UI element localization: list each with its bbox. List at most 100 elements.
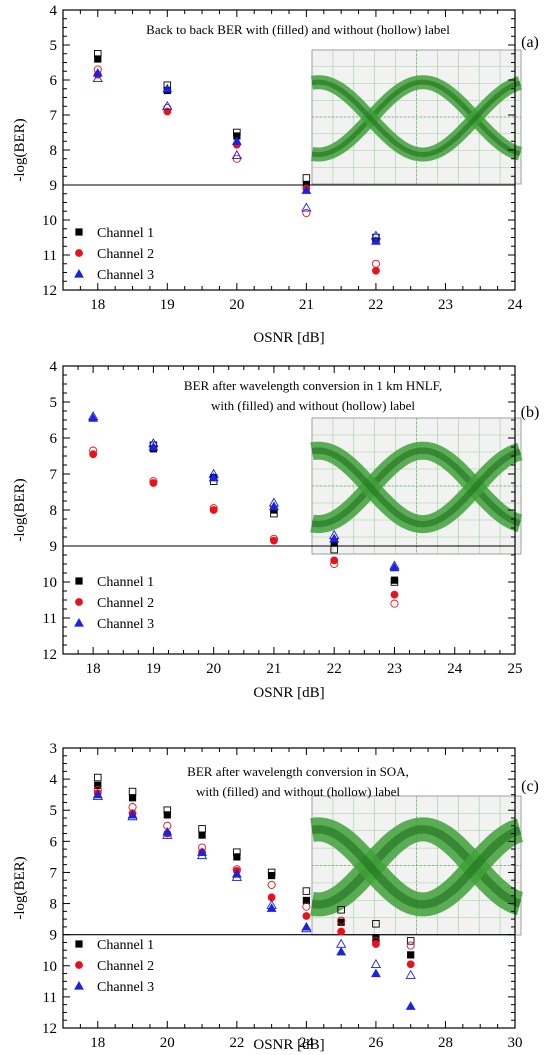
x-tick-label: 20 <box>206 661 221 677</box>
y-tick-label: 4 <box>50 772 58 788</box>
data-point-filled <box>92 789 103 799</box>
legend: Channel 1 Channel 2 Channel 3 <box>74 226 154 283</box>
x-tick-label: 20 <box>160 1035 175 1051</box>
data-point-filled <box>372 266 380 275</box>
data-point-filled <box>88 413 99 422</box>
y-tick-label: 5 <box>50 38 58 54</box>
data-point-hollow <box>390 599 399 608</box>
data-point-hollow <box>337 906 345 914</box>
series-3 <box>92 67 382 245</box>
data-point-hollow <box>94 773 102 782</box>
data-point-filled <box>407 951 415 959</box>
data-point-filled <box>92 67 103 77</box>
chart-title: Back to back BER with (filled) and witho… <box>146 22 450 37</box>
legend-marker <box>75 961 83 969</box>
data-point-filled <box>330 556 339 565</box>
legend-marker <box>75 577 83 585</box>
y-axis-label: -log(BER) <box>12 118 28 181</box>
x-tick-label: 30 <box>508 1035 523 1051</box>
x-tick-label: 18 <box>90 1035 105 1051</box>
eye-diagram-inset <box>310 417 523 555</box>
series-3 <box>87 411 400 572</box>
legend-marker <box>74 980 84 990</box>
data-point-filled <box>337 927 346 936</box>
data-point-filled <box>371 235 381 245</box>
panel-letter: (b) <box>521 404 540 421</box>
data-point-filled <box>270 536 278 545</box>
legend-marker <box>75 598 83 606</box>
data-point-hollow <box>337 916 346 925</box>
data-point-hollow <box>302 902 311 911</box>
x-tick-label: 22 <box>368 297 383 313</box>
data-point-hollow <box>231 149 243 160</box>
y-tick-label: 6 <box>50 834 58 850</box>
series-3 <box>92 789 416 1010</box>
x-tick-label: 24 <box>299 1035 315 1051</box>
data-point-filled <box>389 562 400 572</box>
y-tick-label: 4 <box>50 359 58 375</box>
data-point-filled <box>163 811 171 819</box>
data-point-filled <box>372 940 380 948</box>
y-tick-label: 7 <box>50 467 58 483</box>
data-point-filled <box>336 946 347 956</box>
legend-label: Channel 3 <box>97 268 154 283</box>
legend-marker <box>74 268 84 278</box>
data-point-filled <box>148 441 159 451</box>
legend: Channel 1 Channel 2 Channel 3 <box>74 938 154 995</box>
data-point-filled <box>302 912 311 920</box>
legend-marker <box>75 249 83 257</box>
y-tick-label: 11 <box>43 248 57 264</box>
panel-letter: (c) <box>521 778 539 795</box>
y-tick-label: 10 <box>42 213 57 229</box>
data-point-filled <box>329 533 340 543</box>
data-point-hollow <box>371 259 380 268</box>
data-point-filled <box>197 847 207 856</box>
y-axis-label: -log(BER) <box>12 478 28 541</box>
x-tick-label: 26 <box>368 1035 384 1051</box>
x-tick-label: 22 <box>229 1035 244 1051</box>
chart-title: with (filled) and without (hollow) label <box>196 784 400 799</box>
y-tick-label: 10 <box>42 575 57 591</box>
data-point-filled <box>233 853 241 861</box>
data-point-hollow <box>301 202 312 212</box>
y-tick-label: 4 <box>50 3 58 19</box>
data-point-filled <box>301 921 312 931</box>
x-tick-label: 19 <box>160 297 175 313</box>
legend-label: Channel 2 <box>97 959 154 974</box>
data-point-hollow <box>92 72 103 83</box>
legend-label: Channel 1 <box>97 575 154 590</box>
data-point-filled <box>390 576 399 584</box>
y-axis-label: -log(BER) <box>12 856 28 919</box>
data-point-filled <box>209 506 218 514</box>
data-point-filled <box>266 903 277 912</box>
data-point-filled <box>94 781 102 789</box>
data-point-hollow <box>302 174 311 182</box>
series-1 <box>94 773 415 959</box>
y-tick-label: 5 <box>50 395 58 411</box>
y-tick-label: 9 <box>50 539 58 555</box>
x-tick-label: 22 <box>327 661 342 677</box>
data-point-hollow <box>406 937 415 945</box>
y-tick-label: 5 <box>50 803 58 819</box>
x-tick-label: 20 <box>229 297 244 313</box>
x-axis-label: OSNR [dB] <box>253 1037 324 1053</box>
y-tick-label: 11 <box>43 990 57 1006</box>
y-tick-label: 7 <box>50 865 58 881</box>
x-tick-label: 25 <box>508 661 523 677</box>
data-point-filled <box>231 136 242 145</box>
y-tick-label: 3 <box>50 741 58 757</box>
y-tick-label: 12 <box>42 1021 57 1037</box>
y-tick-label: 9 <box>50 928 58 944</box>
data-point-filled <box>128 794 137 802</box>
x-tick-label: 18 <box>90 297 105 313</box>
y-tick-label: 8 <box>50 143 58 159</box>
data-point-hollow <box>198 825 206 833</box>
eye-diagram-traces <box>310 75 523 162</box>
legend-marker <box>75 940 83 948</box>
data-point-filled <box>127 809 138 819</box>
data-point-hollow <box>128 787 137 796</box>
y-tick-label: 8 <box>50 503 58 519</box>
x-tick-label: 24 <box>447 661 463 677</box>
y-tick-label: 12 <box>42 283 57 299</box>
data-point-filled <box>405 1001 416 1010</box>
